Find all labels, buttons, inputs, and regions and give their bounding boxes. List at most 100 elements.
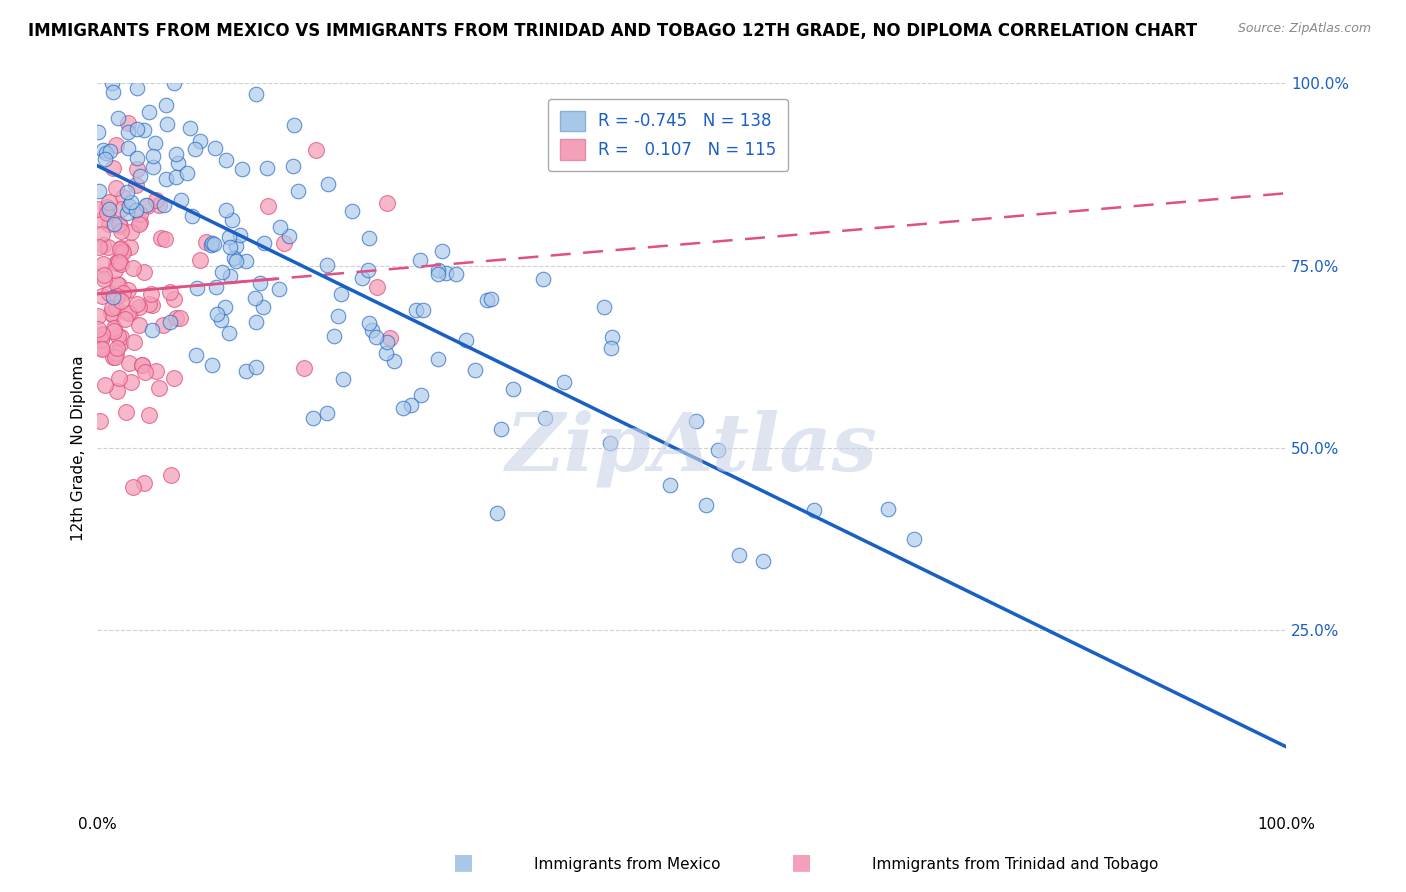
- Point: [150, 230, 173, 244]
- Point: [110, 202, 132, 216]
- Point: [167, 156, 190, 170]
- Point: [375, 195, 398, 210]
- Point: [165, 310, 187, 325]
- Point: [214, 300, 236, 314]
- Point: [163, 292, 186, 306]
- Point: [219, 240, 242, 254]
- Point: [110, 257, 132, 271]
- Point: [427, 351, 450, 366]
- Point: [200, 237, 222, 252]
- Point: [392, 401, 415, 415]
- Point: [195, 235, 218, 249]
- Point: [502, 383, 524, 397]
- Legend: R = -0.745   N = 138, R =   0.107   N = 115: R = -0.745 N = 138, R = 0.107 N = 115: [548, 99, 787, 171]
- Point: [103, 217, 125, 231]
- Point: [145, 363, 167, 377]
- Point: [159, 285, 181, 299]
- Point: [97, 217, 120, 231]
- Text: Immigrants from Trinidad and Tobago: Immigrants from Trinidad and Tobago: [872, 857, 1159, 872]
- Point: [127, 81, 149, 95]
- Point: [405, 302, 427, 317]
- Point: [155, 98, 177, 112]
- Point: [107, 371, 129, 385]
- Text: ■: ■: [792, 853, 811, 872]
- Point: [117, 205, 139, 219]
- Point: [112, 189, 135, 203]
- Point: [121, 480, 143, 494]
- Point: [132, 265, 155, 279]
- Point: [427, 267, 450, 281]
- Point: [87, 184, 110, 198]
- Point: [553, 376, 575, 390]
- Point: [215, 203, 238, 218]
- Point: [245, 291, 267, 305]
- Point: [90, 341, 112, 355]
- Point: [91, 238, 114, 252]
- Point: [434, 266, 457, 280]
- Point: [695, 498, 717, 512]
- Point: [143, 136, 166, 150]
- Point: [120, 376, 142, 390]
- Point: [112, 286, 135, 301]
- Point: [332, 372, 354, 386]
- Point: [110, 294, 132, 309]
- Point: [316, 177, 339, 191]
- Point: [152, 318, 174, 333]
- Point: [876, 501, 898, 516]
- Point: [96, 206, 118, 220]
- Point: [101, 85, 124, 99]
- Point: [105, 341, 128, 355]
- Point: [382, 354, 405, 368]
- Point: [96, 146, 118, 161]
- Point: [107, 329, 129, 343]
- Point: [205, 307, 228, 321]
- Point: [107, 254, 129, 268]
- Point: [101, 161, 124, 176]
- Point: [305, 143, 328, 157]
- Point: [350, 270, 373, 285]
- Point: [153, 232, 176, 246]
- Text: IMMIGRANTS FROM MEXICO VS IMMIGRANTS FROM TRINIDAD AND TOBAGO 12TH GRADE, NO DIP: IMMIGRANTS FROM MEXICO VS IMMIGRANTS FRO…: [28, 22, 1198, 40]
- Point: [117, 116, 139, 130]
- Point: [156, 117, 179, 131]
- Point: [125, 121, 148, 136]
- Point: [375, 346, 398, 360]
- Point: [117, 306, 139, 320]
- Point: [128, 300, 150, 314]
- Point: [292, 360, 315, 375]
- Point: [136, 199, 159, 213]
- Point: [131, 359, 153, 373]
- Point: [170, 193, 193, 207]
- Point: [399, 399, 422, 413]
- Point: [186, 281, 208, 295]
- Point: [142, 160, 165, 174]
- Point: [287, 184, 309, 198]
- Point: [141, 298, 163, 312]
- Point: [98, 286, 121, 301]
- Point: [269, 282, 291, 296]
- Point: [209, 313, 232, 327]
- Point: [329, 286, 352, 301]
- Point: [412, 302, 434, 317]
- Point: [432, 244, 454, 259]
- Point: [218, 230, 240, 244]
- Point: [364, 330, 387, 344]
- Point: [188, 253, 211, 268]
- Point: [90, 342, 112, 356]
- Point: [531, 272, 554, 286]
- Point: [128, 207, 150, 221]
- Point: [315, 258, 337, 272]
- Point: [221, 213, 243, 227]
- Point: [107, 112, 129, 126]
- Point: [118, 356, 141, 370]
- Point: [599, 341, 621, 355]
- Point: [108, 277, 131, 292]
- Point: [803, 502, 825, 516]
- Point: [426, 263, 449, 277]
- Point: [129, 215, 152, 229]
- Point: [283, 118, 305, 132]
- Point: [91, 257, 114, 271]
- Point: [112, 245, 135, 260]
- Point: [408, 253, 430, 268]
- Point: [165, 146, 187, 161]
